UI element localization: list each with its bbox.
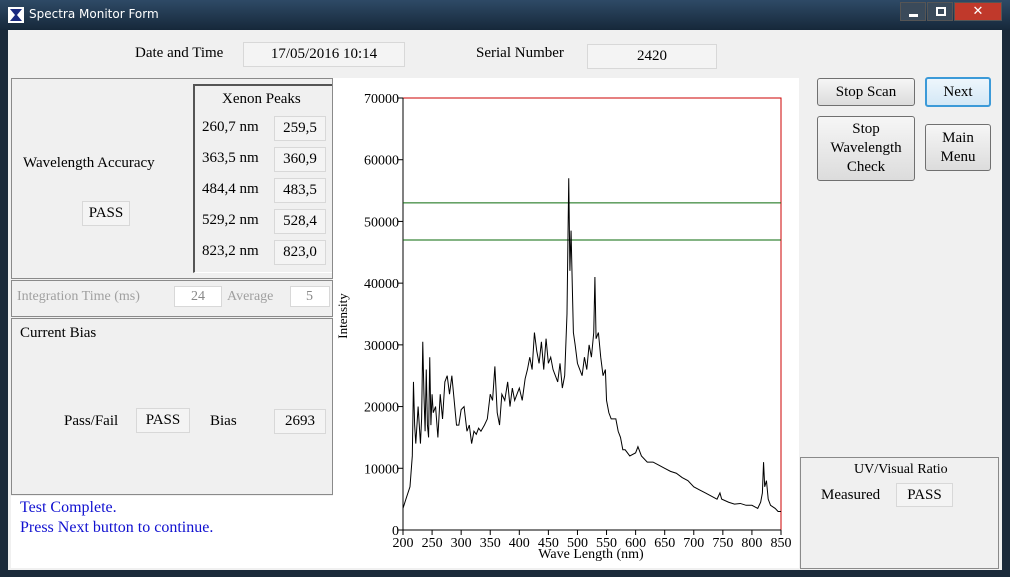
status-line: Press Next button to continue.: [20, 519, 214, 536]
serial-label: Serial Number: [476, 45, 564, 61]
serial-field: 2420: [587, 44, 717, 69]
x-tick-label: 400: [509, 536, 530, 551]
status-area: [11, 496, 333, 568]
close-button[interactable]: ✕: [954, 2, 1002, 21]
integration-spinner[interactable]: 24: [174, 286, 222, 307]
y-tick-label: 0: [392, 524, 399, 539]
y-tick-label: 60000: [364, 154, 399, 169]
y-axis-label: Intensity: [335, 293, 350, 339]
stop-wavelength-button[interactable]: Stop Wavelength Check: [817, 116, 915, 181]
bias-field: 2693: [274, 409, 326, 434]
uv-panel: [800, 457, 999, 569]
settings-panel: [11, 280, 333, 317]
y-tick-label: 30000: [364, 339, 399, 354]
x-tick-label: 250: [422, 536, 443, 551]
average-spinner[interactable]: 5: [290, 286, 330, 307]
x-tick-label: 600: [625, 536, 646, 551]
integration-label: Integration Time (ms): [17, 289, 140, 304]
wavelength-label: Wavelength Accuracy: [23, 155, 155, 171]
app-icon: [8, 7, 24, 23]
chart-area: Wave Length (nm) Intensity 0 10000 20000 30…: [333, 78, 799, 568]
bias-title: Current Bias: [20, 325, 97, 341]
peaks-title: Xenon Peaks: [222, 91, 301, 107]
y-tick-label: 50000: [364, 215, 399, 230]
pass-fail-label: Pass/Fail: [64, 413, 119, 429]
pass-fail-field: PASS: [136, 408, 190, 433]
average-label: Average: [227, 289, 274, 304]
peak-nominal: 529,2 nm: [202, 212, 259, 228]
status-line: Test Complete.: [20, 499, 117, 516]
x-tick-label: 700: [683, 536, 704, 551]
next-button[interactable]: Next: [925, 77, 991, 107]
main-menu-button[interactable]: Main Menu: [925, 124, 991, 171]
chart: Wave Length (nm) Intensity 0 10000 20000 30…: [335, 92, 792, 562]
x-tick-label: 650: [654, 536, 675, 551]
date-field: 17/05/2016 10:14: [243, 42, 405, 67]
x-tick-label: 450: [538, 536, 559, 551]
peak-measured: 528,4: [274, 209, 326, 234]
peak-measured: 360,9: [274, 147, 326, 172]
x-tick-label: 550: [596, 536, 617, 551]
title-bar: Spectra Monitor Form ✕: [0, 0, 1010, 30]
window-title: Spectra Monitor Form: [29, 7, 159, 21]
x-tick-label: 850: [771, 536, 792, 551]
date-label: Date and Time: [135, 45, 224, 61]
y-tick-label: 10000: [364, 462, 399, 477]
x-tick-label: 500: [567, 536, 588, 551]
peak-measured: 259,5: [274, 116, 326, 141]
maximize-button[interactable]: [927, 2, 953, 21]
uv-title: UV/Visual Ratio: [854, 462, 948, 477]
peak-measured: 483,5: [274, 178, 326, 203]
peak-nominal: 823,2 nm: [202, 243, 259, 259]
peak-nominal: 260,7 nm: [202, 119, 259, 135]
minimize-button[interactable]: [900, 2, 926, 21]
bias-label: Bias: [210, 413, 237, 429]
peak-nominal: 484,4 nm: [202, 181, 259, 197]
wavelength-result: PASS: [82, 201, 130, 226]
spectrum-line: [402, 178, 781, 512]
stop-scan-button[interactable]: Stop Scan: [817, 78, 915, 106]
peak-measured: 823,0: [274, 240, 326, 265]
peak-nominal: 363,5 nm: [202, 150, 259, 166]
x-tick-label: 300: [451, 536, 472, 551]
x-axis-label: Wave Length (nm): [538, 547, 644, 562]
x-tick-label: 200: [393, 536, 414, 551]
measured-label: Measured: [821, 487, 881, 503]
x-tick-label: 750: [712, 536, 733, 551]
x-tick-label: 350: [480, 536, 501, 551]
y-tick-label: 20000: [364, 401, 399, 416]
measured-field: PASS: [896, 483, 953, 507]
bias-panel: [11, 318, 333, 495]
plot-frame: [402, 97, 782, 531]
y-tick-label: 40000: [364, 277, 399, 292]
y-tick-label: 70000: [364, 92, 399, 107]
peaks-box: [193, 84, 332, 273]
x-tick-label: 800: [741, 536, 762, 551]
